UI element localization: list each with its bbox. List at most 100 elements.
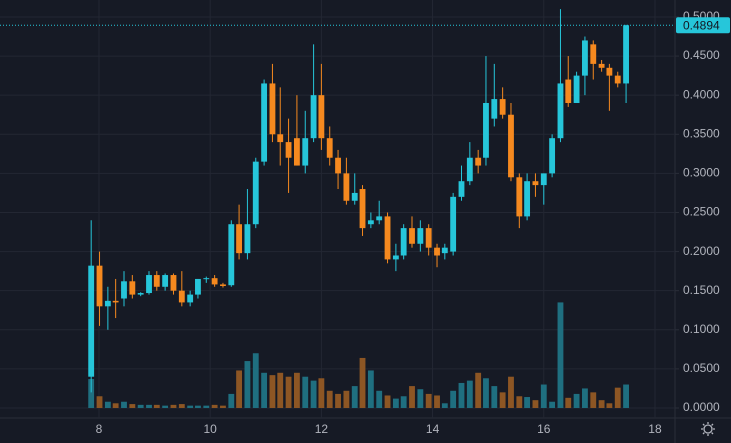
candle-body <box>532 181 539 186</box>
volume-bar <box>417 389 424 408</box>
candle-body <box>614 75 621 84</box>
volume-bar <box>335 393 341 408</box>
candle-body <box>112 300 119 303</box>
candle-body <box>623 25 629 84</box>
volume-bar <box>441 403 448 408</box>
settings-icon-ring[interactable] <box>703 424 713 434</box>
candle-body <box>491 99 498 119</box>
volume-bar <box>220 405 226 408</box>
volume-bar <box>162 405 169 408</box>
candle-body <box>343 173 350 201</box>
y-tick-label: 0.1500 <box>683 283 720 297</box>
volume-bar <box>614 387 621 408</box>
volume-bar <box>376 390 383 408</box>
volume-bar <box>228 393 235 408</box>
volume-bar <box>532 400 539 408</box>
volume-bars <box>88 302 629 408</box>
volume-bar <box>434 395 440 408</box>
candle-body <box>409 228 415 244</box>
volume-bar <box>557 302 564 408</box>
volume-bar <box>392 398 399 408</box>
candle-body <box>211 278 218 285</box>
volume-bar <box>573 393 580 408</box>
x-tick-label: 14 <box>426 422 440 436</box>
candle-body <box>351 192 358 201</box>
x-tick-label: 16 <box>537 422 551 436</box>
volume-bar <box>516 396 523 408</box>
settings-icon[interactable] <box>701 422 715 436</box>
candle-body <box>153 275 160 287</box>
volume-bar <box>590 392 597 408</box>
volume-bar <box>252 353 259 408</box>
candle-body <box>318 95 325 139</box>
candle-body <box>137 293 144 295</box>
volume-bar <box>285 376 292 408</box>
last-price-badge <box>676 17 730 34</box>
candle-body <box>121 281 127 299</box>
volume-bar <box>409 386 415 408</box>
volume-bar <box>483 378 489 408</box>
volume-bar <box>582 388 588 408</box>
candle-body <box>425 228 432 248</box>
volume-bar <box>318 378 325 408</box>
settings-icon-spokes[interactable] <box>701 422 715 436</box>
candle-body <box>269 83 276 135</box>
candle-body <box>606 67 613 76</box>
candle-body <box>376 216 383 221</box>
candle-body <box>285 142 292 158</box>
y-tick-label: 0.3500 <box>683 126 720 140</box>
volume-bar <box>508 376 514 408</box>
candle-body <box>244 224 251 254</box>
candle-body <box>540 173 547 186</box>
volume-bar <box>400 396 407 408</box>
y-tick-label: 0.4500 <box>683 48 720 62</box>
y-tick-label: 0.2500 <box>683 205 720 219</box>
volume-bar <box>458 382 465 408</box>
volume-bar <box>96 396 103 408</box>
y-tick-label: 0.3000 <box>683 166 720 180</box>
x-tick-label: 8 <box>96 422 103 436</box>
volume-bar <box>359 357 366 408</box>
candle-body <box>359 189 366 229</box>
candle-body <box>499 99 506 115</box>
volume-bar <box>121 401 127 408</box>
volume-bar <box>195 405 201 408</box>
candle-body <box>483 102 489 158</box>
volume-bar <box>475 372 482 408</box>
candle-body <box>277 134 284 143</box>
x-tick-label: 18 <box>648 422 662 436</box>
volume-bar <box>598 400 605 408</box>
volume-bar <box>178 404 185 408</box>
candle-body <box>565 79 572 103</box>
candle-body <box>326 138 333 158</box>
y-tick-label: 0.2000 <box>683 244 720 258</box>
candle-body <box>310 95 317 139</box>
volume-bar <box>549 401 556 408</box>
volume-bar <box>112 403 119 408</box>
volume-bar <box>153 404 160 408</box>
candle-body <box>524 181 531 217</box>
candle-body <box>598 63 605 68</box>
volume-bar <box>310 380 317 408</box>
y-tick-label: 0.0500 <box>683 361 720 375</box>
volume-bar <box>261 372 268 408</box>
volume-bar <box>565 397 572 408</box>
volume-bar <box>524 397 531 408</box>
candle-body <box>293 138 300 166</box>
volume-bar <box>499 392 506 408</box>
candle-body <box>475 157 482 166</box>
candle-body <box>466 157 473 182</box>
candle-body <box>252 161 259 225</box>
candle-body <box>508 114 514 178</box>
y-tick-label: 0.1000 <box>683 322 720 336</box>
candle-body <box>516 177 523 217</box>
x-tick-label: 12 <box>315 422 329 436</box>
candle-body <box>146 275 152 294</box>
candle-body <box>162 275 169 287</box>
candle-body <box>129 281 136 295</box>
candle-body <box>96 265 103 307</box>
candle-body <box>458 181 465 197</box>
candle-body <box>195 278 201 295</box>
